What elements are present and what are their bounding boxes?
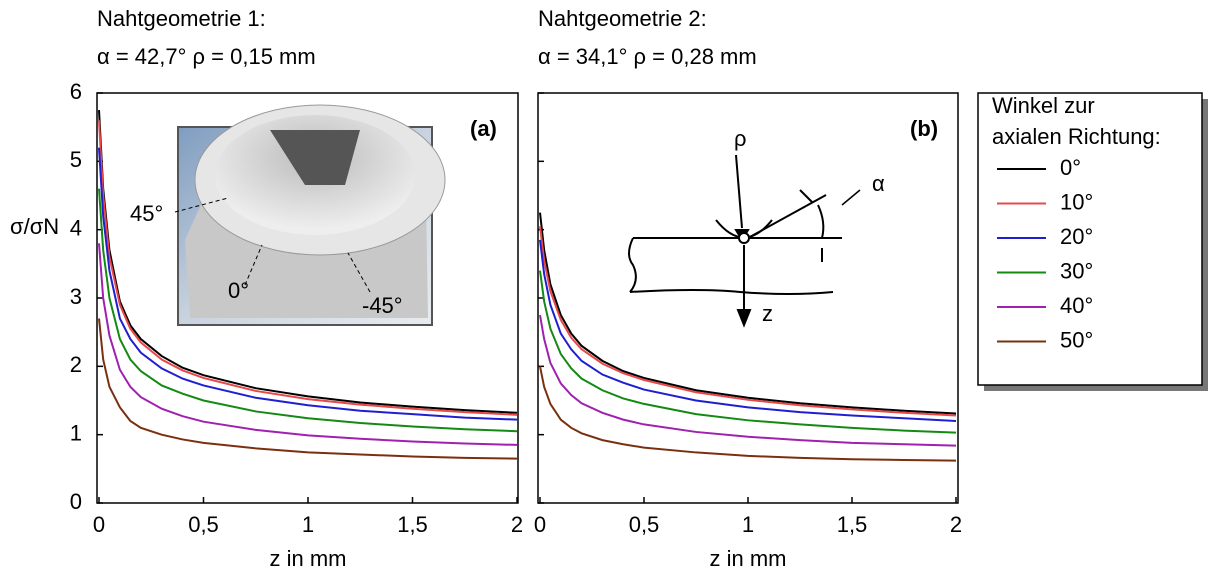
x-tick-label: 0	[93, 512, 105, 537]
inset-photo	[174, 104, 446, 326]
legend-title: axialen Richtung:	[992, 124, 1161, 149]
annotation: -45°	[362, 293, 403, 318]
schematic	[628, 154, 861, 328]
x-tick-label: 2	[950, 512, 962, 537]
y-tick-label: 0	[70, 489, 82, 514]
chart-title: Nahtgeometrie 2:	[538, 6, 707, 31]
annotation: ρ	[734, 126, 747, 151]
x-tick-label: 1	[742, 512, 754, 537]
y-tick-label: 3	[70, 284, 82, 309]
x-tick-label: 2	[511, 512, 523, 537]
legend-label: 40°	[1060, 293, 1093, 318]
legend-label: 30°	[1060, 258, 1093, 283]
x-axis-label: z in mm	[710, 546, 787, 571]
legend-title: Winkel zur	[992, 93, 1095, 118]
x-tick-label: 1,5	[397, 512, 428, 537]
series-line	[98, 120, 518, 416]
series-line	[539, 226, 957, 417]
legend-label: 20°	[1060, 224, 1093, 249]
series-line	[539, 314, 957, 447]
series-line	[98, 318, 518, 460]
series-line	[539, 239, 957, 422]
y-axis-label: σ/σN	[10, 214, 59, 239]
x-tick-label: 1,5	[837, 512, 868, 537]
x-axis-label: z in mm	[270, 546, 347, 571]
series-line	[98, 147, 518, 421]
plot-frame	[537, 92, 959, 504]
series-line	[539, 270, 957, 434]
annotation: 45°	[130, 201, 163, 226]
x-tick-label: 0	[534, 512, 546, 537]
legend-label: 0°	[1060, 155, 1081, 180]
y-tick-label: 4	[70, 215, 82, 240]
series-line	[98, 110, 518, 414]
annotation: (a)	[470, 116, 497, 141]
legend-label: 10°	[1060, 189, 1093, 214]
annotation: α	[872, 171, 885, 196]
chart-subtitle: α = 34,1° ρ = 0,28 mm	[538, 44, 757, 69]
y-tick-label: 1	[70, 420, 82, 445]
series-line	[98, 188, 518, 433]
x-tick-label: 0,5	[629, 512, 660, 537]
annotation: 0°	[228, 278, 249, 303]
x-tick-label: 0,5	[188, 512, 219, 537]
series-line	[539, 212, 957, 415]
x-tick-label: 1	[302, 512, 314, 537]
annotation: (b)	[910, 116, 938, 141]
y-tick-label: 2	[70, 352, 82, 377]
y-tick-label: 6	[70, 79, 82, 104]
chart-title: Nahtgeometrie 1:	[97, 6, 266, 31]
series-line	[539, 366, 957, 462]
y-tick-label: 5	[70, 147, 82, 172]
annotation: z	[762, 301, 773, 326]
chart-subtitle: α = 42,7° ρ = 0,15 mm	[97, 44, 316, 69]
series-line	[98, 243, 518, 446]
legend-label: 50°	[1060, 327, 1093, 352]
